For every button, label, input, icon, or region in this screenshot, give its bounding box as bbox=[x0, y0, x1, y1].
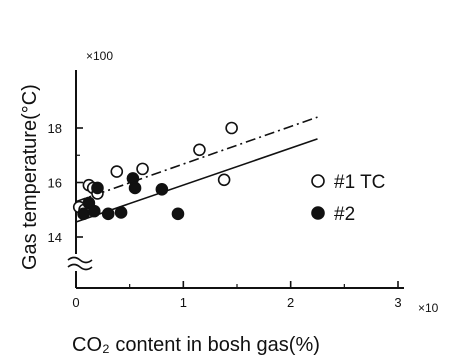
y-multiplier-label: ×100 bbox=[86, 49, 113, 63]
x-tick-label: 3 bbox=[394, 295, 401, 310]
legend-label-series-1: #1 TC bbox=[334, 172, 385, 193]
chart-ticks: 0 1 2 3 14 16 18 bbox=[48, 121, 402, 310]
data-point-series-2 bbox=[155, 183, 169, 196]
data-point-series-2 bbox=[128, 181, 142, 195]
legend-marker-series-2 bbox=[311, 206, 325, 220]
legend-marker-series-1 bbox=[311, 174, 325, 188]
y-axis-title: Gas temperature(°C) bbox=[19, 84, 41, 270]
fit-line-series-2 bbox=[75, 138, 318, 223]
y-tick-label: 18 bbox=[48, 121, 62, 136]
data-point-series-1 bbox=[110, 165, 124, 178]
data-point-series-1 bbox=[225, 121, 238, 135]
chart-fit-lines bbox=[75, 116, 318, 223]
data-point-series-2 bbox=[114, 206, 128, 219]
y-tick-label: 14 bbox=[48, 230, 62, 245]
fit-line-series-1 bbox=[75, 116, 318, 203]
y-axis-break-mark bbox=[67, 256, 93, 264]
data-point-series-2 bbox=[91, 181, 104, 195]
data-point-series-2 bbox=[87, 204, 101, 218]
x-multiplier-label: ×10 bbox=[418, 301, 439, 315]
y-tick-label: 16 bbox=[48, 176, 62, 191]
x-tick-label: 0 bbox=[72, 295, 79, 310]
data-point-series-2 bbox=[77, 207, 90, 221]
chart-points bbox=[72, 121, 238, 221]
x-tick-label: 2 bbox=[287, 295, 294, 310]
data-point-series-1 bbox=[217, 173, 231, 187]
chart-legend: #1 TC #2 bbox=[311, 172, 385, 225]
data-point-series-1 bbox=[136, 162, 149, 176]
chart-axes bbox=[67, 70, 404, 289]
x-axis-title: CO₂ content in bosh gas(%) bbox=[72, 334, 320, 356]
legend-label-series-2: #2 bbox=[334, 204, 355, 225]
y-axis-break-mark bbox=[67, 263, 93, 271]
x-tick-label: 1 bbox=[180, 295, 187, 310]
data-point-series-2 bbox=[101, 207, 115, 221]
data-point-series-1 bbox=[193, 143, 206, 157]
data-point-series-2 bbox=[171, 207, 185, 221]
